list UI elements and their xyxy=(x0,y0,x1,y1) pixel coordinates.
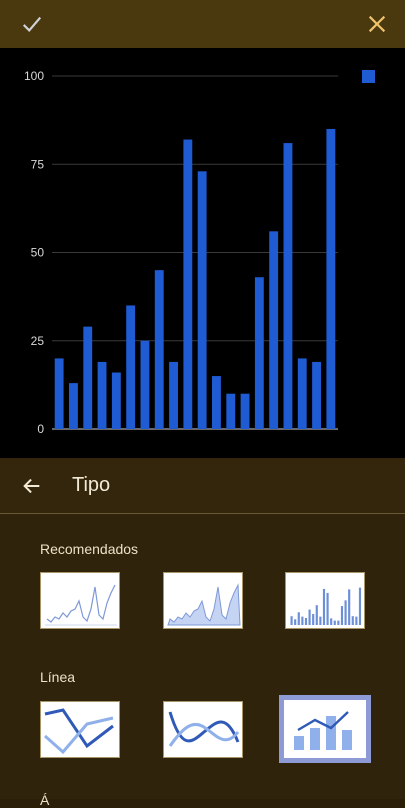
mini-bar xyxy=(301,616,304,625)
bar xyxy=(254,277,264,429)
area-chart-icon xyxy=(167,583,241,626)
y-tick-label: 50 xyxy=(31,246,45,260)
mini-bar xyxy=(304,617,308,625)
chart-preview: 0 25 50 75 100 xyxy=(0,48,405,458)
close-button[interactable] xyxy=(357,4,397,44)
close-icon xyxy=(368,15,386,33)
mini-bar xyxy=(344,600,347,625)
bar xyxy=(212,376,221,429)
top-toolbar xyxy=(0,0,405,48)
mini-bar xyxy=(294,619,297,625)
bar xyxy=(326,128,336,429)
section-title-line: Línea xyxy=(40,669,76,685)
y-tick-label: 75 xyxy=(31,157,45,171)
legend-swatch xyxy=(362,70,375,83)
line-chart-thumb[interactable] xyxy=(40,701,120,758)
panel-title: Tipo xyxy=(72,474,111,496)
bar xyxy=(69,383,78,429)
mini-bar xyxy=(322,588,326,625)
next-section-title-partial: Á xyxy=(40,792,50,808)
y-tick-label: 0 xyxy=(37,422,44,436)
bar xyxy=(240,393,250,429)
bar xyxy=(269,231,279,429)
mini-bar xyxy=(312,614,315,625)
confirm-button[interactable] xyxy=(12,4,52,44)
area-chart-thumb[interactable] xyxy=(163,572,243,629)
column-chart-icon xyxy=(290,587,362,625)
mini-bar xyxy=(340,606,344,625)
y-tick-label: 100 xyxy=(24,69,44,83)
bar xyxy=(169,361,178,429)
bar xyxy=(154,270,164,429)
bar xyxy=(283,143,293,429)
mini-bar xyxy=(315,605,318,625)
line-chart-icon xyxy=(45,584,117,626)
bar xyxy=(140,340,150,429)
combo-chart-icon xyxy=(294,711,352,750)
bar xyxy=(54,358,64,429)
mini-bar xyxy=(319,616,322,625)
bar-chart: 0 25 50 75 100 xyxy=(24,69,375,436)
chart-type-panel: Tipo Recomendados Línea xyxy=(0,458,405,808)
arrow-left-icon xyxy=(23,478,40,494)
mini-bar xyxy=(358,587,362,625)
mini-bar xyxy=(348,589,351,625)
bar xyxy=(197,171,207,429)
panel-header: Tipo xyxy=(0,458,405,514)
bar xyxy=(297,358,307,429)
column-chart-thumb[interactable] xyxy=(285,572,365,629)
y-tick-label: 25 xyxy=(31,334,45,348)
mini-bar xyxy=(326,592,329,625)
smooth-line-chart-thumb[interactable] xyxy=(163,701,243,758)
line-chart-thumb[interactable] xyxy=(40,572,120,629)
mini-bar xyxy=(308,609,311,625)
mini-bar xyxy=(355,616,358,625)
smooth-line-chart-icon xyxy=(168,711,240,747)
bar xyxy=(83,326,93,429)
mini-bar xyxy=(297,612,300,625)
bar xyxy=(312,361,321,429)
bar xyxy=(226,393,236,429)
bar xyxy=(97,361,107,429)
section-title-recommended: Recomendados xyxy=(40,541,139,557)
bar xyxy=(183,139,193,429)
check-icon xyxy=(22,16,42,33)
bar xyxy=(126,305,136,429)
mini-bar xyxy=(351,616,354,625)
mini-bar xyxy=(290,616,293,625)
back-button[interactable] xyxy=(14,468,50,504)
mini-bar xyxy=(333,620,336,625)
mini-bar xyxy=(330,618,333,625)
bar xyxy=(111,372,121,429)
mini-bar xyxy=(337,620,340,625)
combo-chart-thumb[interactable] xyxy=(279,695,371,763)
line-chart-icon xyxy=(44,708,114,755)
